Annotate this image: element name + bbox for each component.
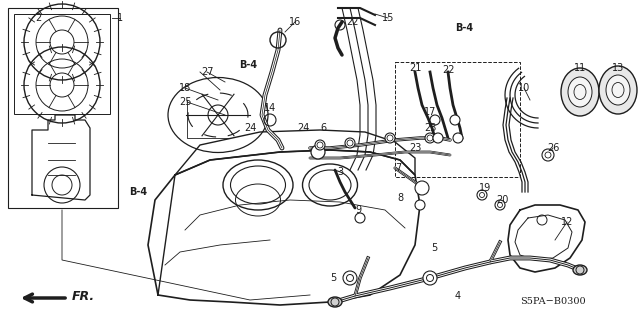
Text: 22: 22 [346, 17, 358, 27]
Text: 2: 2 [35, 13, 41, 23]
Circle shape [450, 115, 460, 125]
Text: 23: 23 [424, 123, 436, 133]
Ellipse shape [568, 77, 592, 107]
Bar [8, 8, 118, 208]
Circle shape [423, 271, 437, 285]
Ellipse shape [573, 265, 587, 275]
Text: 24: 24 [244, 123, 256, 133]
Text: 13: 13 [612, 63, 624, 73]
Text: 7: 7 [395, 163, 401, 173]
Text: 14: 14 [264, 103, 276, 113]
Text: 3: 3 [337, 167, 343, 177]
Text: 8: 8 [397, 193, 403, 203]
Ellipse shape [606, 75, 630, 105]
Text: 23: 23 [409, 143, 421, 153]
Text: B-4: B-4 [129, 187, 147, 197]
Text: 20: 20 [496, 195, 508, 205]
Text: 26: 26 [547, 143, 559, 153]
Circle shape [495, 200, 505, 210]
Text: 9: 9 [355, 205, 361, 215]
Bar [14, 14, 110, 114]
Text: 6: 6 [320, 123, 326, 133]
Circle shape [355, 213, 365, 223]
Circle shape [343, 271, 357, 285]
Circle shape [425, 133, 435, 143]
Circle shape [430, 115, 440, 125]
Circle shape [453, 133, 463, 143]
Circle shape [385, 133, 395, 143]
Circle shape [415, 200, 425, 210]
Text: 15: 15 [382, 13, 394, 23]
Circle shape [315, 140, 325, 150]
Circle shape [345, 138, 355, 148]
Text: 16: 16 [289, 17, 301, 27]
Text: 19: 19 [479, 183, 491, 193]
Text: B-4: B-4 [239, 60, 257, 70]
Text: 27: 27 [201, 67, 213, 77]
Text: 5: 5 [431, 243, 437, 253]
Text: 5: 5 [330, 273, 336, 283]
Circle shape [477, 190, 487, 200]
Text: 11: 11 [574, 63, 586, 73]
Bar [395, 62, 520, 177]
Ellipse shape [599, 66, 637, 114]
Text: 25: 25 [179, 97, 191, 107]
Circle shape [433, 133, 443, 143]
Ellipse shape [561, 68, 599, 116]
Text: 1: 1 [117, 13, 123, 23]
Text: 12: 12 [561, 217, 573, 227]
Text: 18: 18 [179, 83, 191, 93]
Circle shape [415, 181, 429, 195]
Text: 17: 17 [424, 107, 436, 117]
Text: 21: 21 [409, 63, 421, 73]
Ellipse shape [328, 297, 342, 307]
Text: FR.: FR. [72, 291, 95, 303]
Circle shape [542, 149, 554, 161]
Text: B-4: B-4 [455, 23, 473, 33]
Text: 4: 4 [455, 291, 461, 301]
Text: 22: 22 [442, 65, 454, 75]
Circle shape [311, 145, 325, 159]
Text: S5PA−B0300: S5PA−B0300 [520, 298, 586, 307]
Text: 24: 24 [297, 123, 309, 133]
Text: 10: 10 [518, 83, 530, 93]
